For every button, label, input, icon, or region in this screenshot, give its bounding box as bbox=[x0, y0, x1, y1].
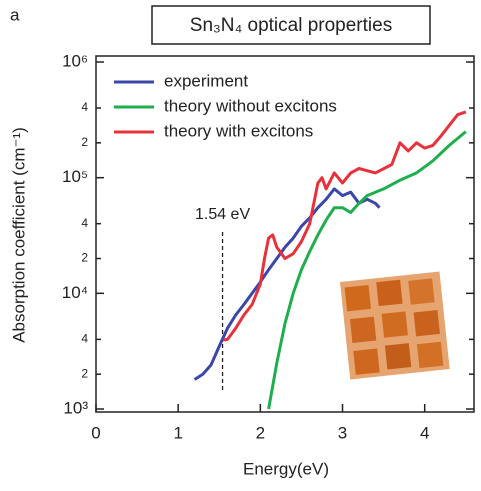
y-tick-label: 10⁴ bbox=[62, 283, 88, 302]
title-box bbox=[151, 5, 431, 45]
panel-label: a bbox=[10, 5, 20, 24]
series-line bbox=[267, 130, 467, 410]
sample-photo bbox=[340, 271, 450, 380]
sample-square bbox=[413, 309, 440, 337]
sample-square bbox=[349, 316, 377, 344]
sample-square bbox=[344, 285, 371, 312]
chart-title: Sn₃N₄ optical properties bbox=[190, 15, 392, 36]
annotation-text: 1.54 eV bbox=[195, 206, 250, 223]
series-line bbox=[223, 110, 467, 342]
sample-square bbox=[384, 343, 412, 370]
legend-label: experiment bbox=[164, 71, 248, 90]
y-tick-label: 4 bbox=[81, 216, 88, 230]
sample-square bbox=[381, 311, 408, 338]
series-line bbox=[193, 187, 381, 381]
x-tick-label: 2 bbox=[256, 423, 265, 442]
x-tick-label: 4 bbox=[420, 423, 429, 442]
x-axis-label: Energy(eV) bbox=[243, 459, 329, 478]
x-tick-label: 3 bbox=[338, 423, 347, 442]
y-tick-label: 4 bbox=[81, 100, 88, 114]
legend-label: theory with excitons bbox=[164, 121, 313, 140]
y-tick-label: 2 bbox=[81, 366, 88, 380]
y-tick-label: 10⁵ bbox=[62, 167, 88, 186]
y-tick-label: 2 bbox=[81, 135, 88, 149]
sample-square bbox=[353, 348, 380, 375]
legend-label: theory without excitons bbox=[164, 96, 337, 115]
x-tick-label: 0 bbox=[91, 423, 100, 442]
y-tick-label: 2 bbox=[81, 251, 88, 265]
y-axis-label: Absorption coefficient (cm⁻¹) bbox=[9, 127, 28, 343]
plot-frame bbox=[95, 55, 475, 413]
y-tick-label: 4 bbox=[81, 332, 88, 346]
x-tick-label: 1 bbox=[173, 423, 182, 442]
sample-square bbox=[376, 279, 403, 307]
sample-square bbox=[408, 278, 435, 305]
y-tick-label: 10³ bbox=[63, 398, 88, 417]
sample-square bbox=[416, 341, 444, 369]
y-tick-label: 10⁶ bbox=[62, 51, 88, 70]
